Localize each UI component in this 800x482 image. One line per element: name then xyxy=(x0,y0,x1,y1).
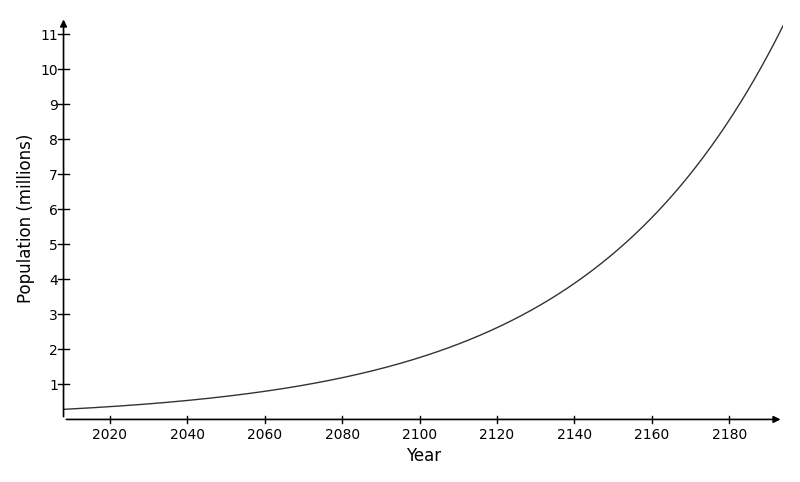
Y-axis label: Population (millions): Population (millions) xyxy=(17,134,34,303)
X-axis label: Year: Year xyxy=(406,447,441,465)
